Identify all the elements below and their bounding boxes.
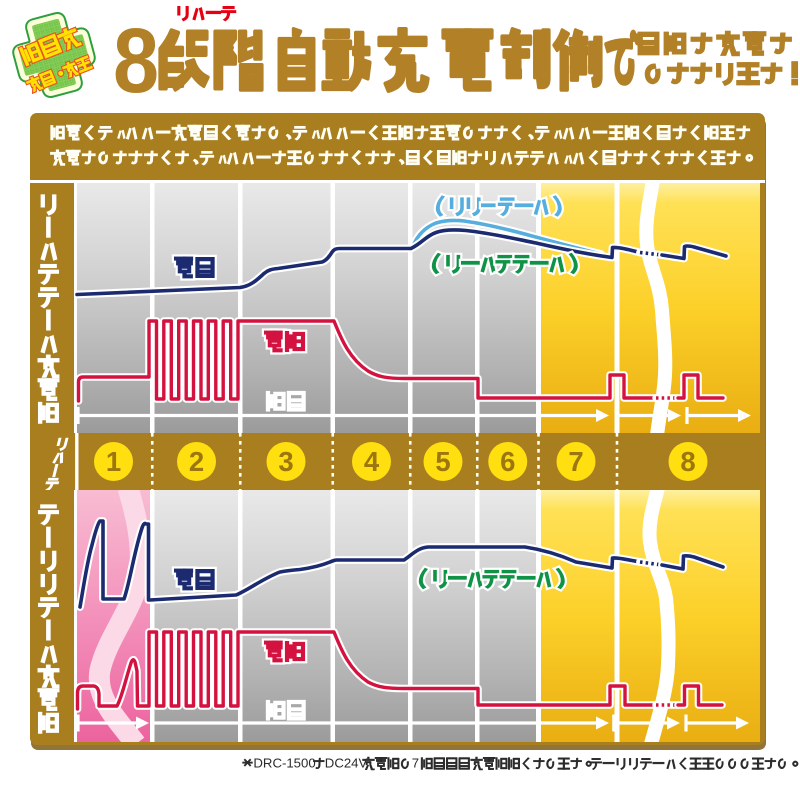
svg-text:8: 8 (113, 9, 159, 110)
svg-text:2: 2 (189, 446, 204, 477)
svg-text:1: 1 (106, 446, 121, 477)
svg-text:DRC-1500: DRC-1500 (253, 756, 315, 771)
svg-text:8: 8 (680, 446, 695, 477)
svg-text:7: 7 (568, 446, 583, 477)
svg-text:DC24V: DC24V (325, 756, 368, 771)
svg-text:3: 3 (278, 446, 293, 477)
svg-text:5: 5 (435, 446, 450, 477)
svg-text:7: 7 (412, 756, 419, 771)
svg-text:6: 6 (500, 446, 515, 477)
svg-text:4: 4 (364, 446, 380, 477)
